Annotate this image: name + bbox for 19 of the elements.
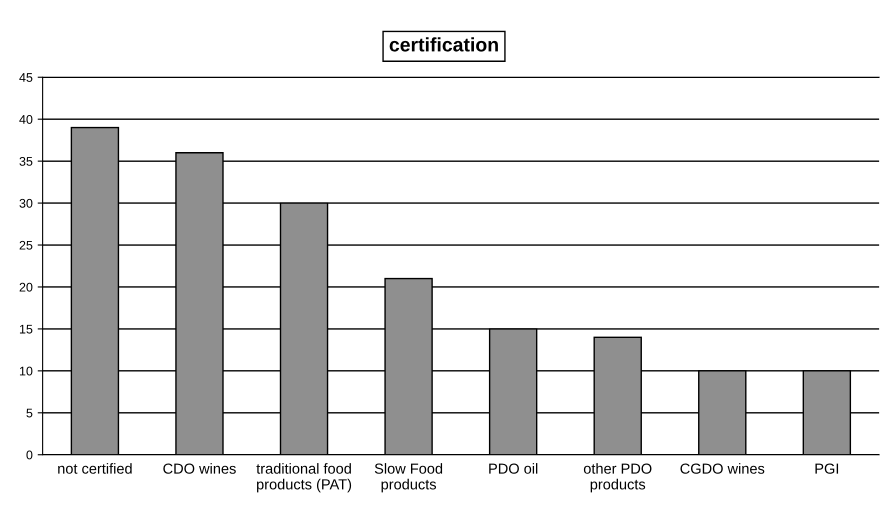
x-tick-label: other PDO products xyxy=(584,463,652,492)
y-tick-label: 15 xyxy=(20,324,32,334)
chart-title: certification xyxy=(390,37,498,52)
y-tick-label: 0 xyxy=(26,450,32,460)
x-tick-label: CDO wines xyxy=(163,463,236,474)
y-tick-label: 40 xyxy=(19,114,32,124)
x-tick-label: not certified xyxy=(58,463,132,474)
x-tick-label: traditional food products (PAT) xyxy=(256,463,352,492)
y-tick-label: 25 xyxy=(20,240,32,250)
y-tick-label: 20 xyxy=(20,282,32,292)
x-tick-label: Slow Food products xyxy=(374,463,442,492)
y-tick-label: 5 xyxy=(26,408,32,418)
x-tick-label: PDO oil xyxy=(489,463,538,474)
y-tick-label: 45 xyxy=(19,73,32,82)
y-tick-label: 10 xyxy=(20,366,32,376)
y-tick-label: 35 xyxy=(19,156,32,166)
x-tick-label: CGDO wines xyxy=(680,463,764,474)
y-tick-label: 30 xyxy=(19,198,32,208)
x-tick-label: PGI xyxy=(815,463,838,474)
